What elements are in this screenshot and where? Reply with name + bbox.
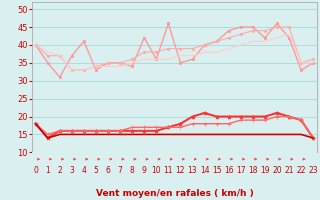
Text: Vent moyen/en rafales ( km/h ): Vent moyen/en rafales ( km/h ) — [96, 189, 253, 198]
